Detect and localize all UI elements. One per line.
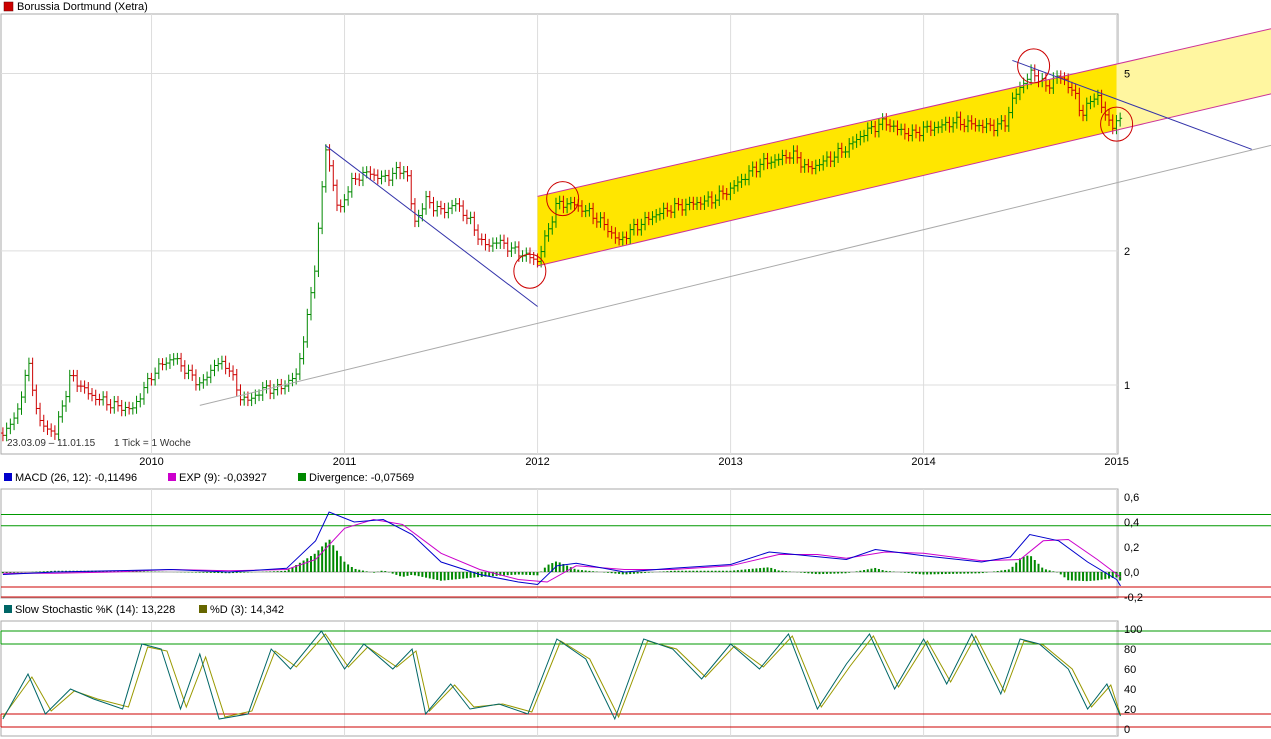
- macd-legend-swatch-exp: [168, 473, 176, 481]
- x-tick-label: 2012: [525, 456, 549, 468]
- highlight-circles: [513, 48, 1134, 289]
- stoch-y-tick-label: 0: [1124, 724, 1130, 736]
- stoch-y-tick-label: 60: [1124, 664, 1136, 676]
- stoch-legend-swatch-k: [4, 605, 12, 613]
- highlight-circle: [1100, 106, 1134, 142]
- price-panel: Borussia Dortmund (Xetra) 125 2010 2011 20…: [0, 1, 1271, 468]
- stoch-panel-frame: [0, 620, 1119, 737]
- stochastic-panel: Slow Stochastic %K (14): 13,228 %D (3): …: [0, 604, 1271, 737]
- trend-line-downtrend: [324, 144, 538, 307]
- x-tick-label: 2013: [718, 456, 742, 468]
- stoch-bands: [0, 630, 1271, 728]
- trend-line-long-support: [199, 144, 1271, 406]
- macd-y-ticks: 0,6 0,4 0,2 0,0 -0,2: [1124, 492, 1143, 604]
- stoch-lines: [2, 630, 1121, 721]
- stoch-y-tick-label: 80: [1124, 644, 1136, 656]
- chart-title: Borussia Dortmund (Xetra): [17, 1, 148, 13]
- macd-lines: [2, 511, 1121, 587]
- highlight-circle: [513, 253, 547, 289]
- macd-y-tick-label: 0,2: [1124, 542, 1139, 554]
- macd-grid: [151, 489, 1118, 598]
- x-tick-label: 2010: [139, 456, 163, 468]
- price-y-ticks: 1 2 5: [1124, 69, 1130, 392]
- macd-legend-swatch-divergence: [298, 473, 306, 481]
- stoch-k-line: [2, 630, 1121, 721]
- y-tick-label: 5: [1124, 69, 1130, 81]
- x-tick-label: 2014: [911, 456, 935, 468]
- y-tick-label: 1: [1124, 380, 1130, 392]
- stoch-y-tick-label: 40: [1124, 684, 1136, 696]
- macd-y-tick-label: 0,6: [1124, 492, 1139, 504]
- highlight-circle: [1017, 48, 1051, 84]
- highlight-circle: [546, 181, 580, 217]
- trend-line-channel-upper: [537, 28, 1271, 197]
- channel-fill-extension: [1116, 28, 1271, 131]
- stoch-y-ticks: 100 80 60 40 20 0: [1124, 624, 1142, 736]
- macd-y-tick-label: 0,0: [1124, 567, 1139, 579]
- stoch-grid: [151, 621, 1118, 736]
- macd-y-tick-label: 0,4: [1124, 517, 1139, 529]
- stoch-y-tick-label: 100: [1124, 624, 1142, 636]
- price-x-ticks: 2010 2011 2012 2013 2014 2015: [139, 456, 1129, 468]
- trend-line-decline-2014: [1012, 59, 1252, 150]
- stoch-legend-swatch-d: [199, 605, 207, 613]
- macd-panel: MACD (26, 12): -0,11496 EXP (9): -0,0392…: [0, 472, 1271, 604]
- tick-interval-label: 1 Tick = 1 Woche: [114, 438, 191, 449]
- macd-panel-frame: [0, 488, 1119, 599]
- macd-line: [2, 511, 1121, 587]
- macd-y-tick-label: -0,2: [1124, 592, 1143, 604]
- macd-legend-exp: EXP (9): -0,03927: [179, 472, 267, 484]
- x-tick-label: 2011: [333, 456, 357, 468]
- macd-legend-swatch-macd: [4, 473, 12, 481]
- stoch-d-line: [2, 633, 1121, 719]
- trend-lines: [199, 28, 1271, 406]
- date-range-label: 23.03.09 – 11.01.15: [7, 438, 96, 449]
- stoch-legend-k: Slow Stochastic %K (14): 13,228: [15, 604, 175, 616]
- macd-legend-macd: MACD (26, 12): -0,11496: [15, 472, 137, 484]
- x-tick-label: 2015: [1104, 456, 1128, 468]
- stoch-y-tick-label: 20: [1124, 704, 1136, 716]
- trend-line-channel-lower: [537, 93, 1271, 267]
- macd-legend-divergence: Divergence: -0,07569: [309, 472, 414, 484]
- stoch-legend-d: %D (3): 14,342: [210, 604, 284, 616]
- y-tick-label: 2: [1124, 246, 1130, 258]
- title-swatch: [3, 1, 14, 12]
